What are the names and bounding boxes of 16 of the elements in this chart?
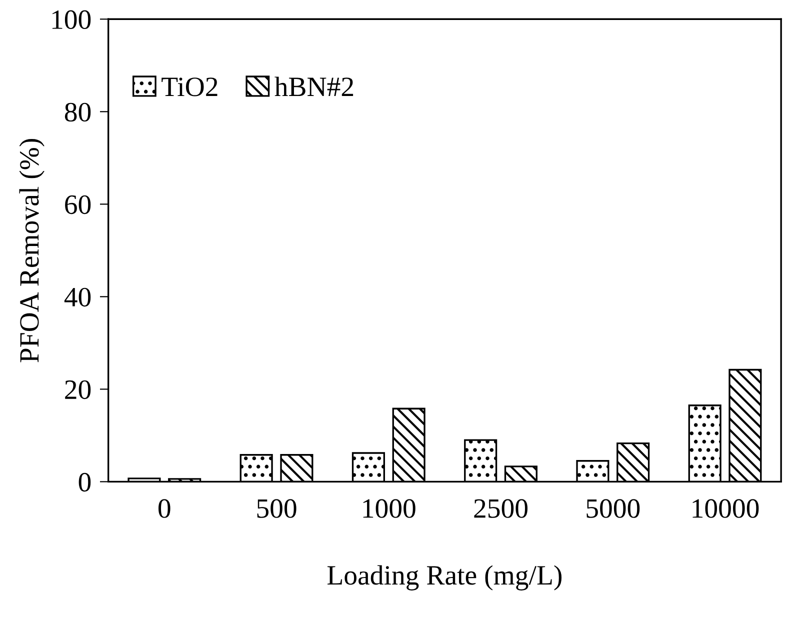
y-tick-label: 40 <box>64 288 91 307</box>
y-tick-label: 20 <box>65 380 91 400</box>
x-tick-label: 5000 <box>586 499 640 518</box>
y-tick-label: 60 <box>65 195 91 214</box>
x-tick-label: 0 <box>158 499 170 518</box>
legend-label: TiO2 <box>162 78 218 96</box>
y-axis-title: PFOA Removal (%) <box>19 138 44 362</box>
x-axis-title: Loading Rate (mg/L) <box>327 565 562 590</box>
x-tick-label: 1000 <box>363 499 416 518</box>
y-tick-label: 100 <box>52 10 91 30</box>
y-tick-label: 0 <box>78 472 91 492</box>
legend-label: hBN#2 <box>274 76 354 96</box>
x-tick-label: 500 <box>257 499 296 518</box>
x-tick-label: 10000 <box>692 499 759 518</box>
x-tick-label: 2500 <box>474 499 528 518</box>
y-tick-label: 80 <box>64 102 91 122</box>
